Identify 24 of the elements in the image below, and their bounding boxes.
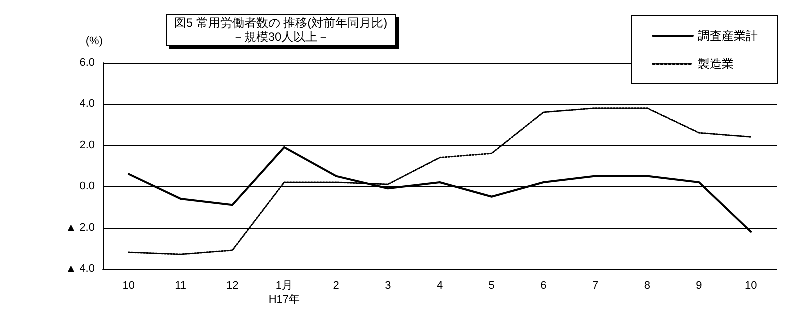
y-tick-label: 6.0 bbox=[80, 57, 95, 69]
x-tick-label: 7 bbox=[592, 280, 599, 292]
x-tick-label: 9 bbox=[696, 280, 702, 292]
y-tick-label: 0.0 bbox=[80, 180, 95, 193]
x-tick-label: 1月 H17年 bbox=[268, 280, 300, 306]
x-tick-label: 10 bbox=[122, 280, 136, 292]
x-tick-label: 10 bbox=[744, 280, 758, 292]
y-axis-title: (%) bbox=[86, 36, 103, 48]
x-tick-label: 2 bbox=[333, 280, 340, 292]
chart-title: 図5 常用労働者数の 推移(対前年同月比) bbox=[174, 16, 388, 30]
chart-subtitle: －規模30人以上－ bbox=[232, 30, 330, 44]
x-tick-label: 6 bbox=[540, 280, 547, 292]
y-tick-label: ▲ 2.0 bbox=[66, 222, 95, 234]
y-tick-label: ▲ 4.0 bbox=[66, 263, 95, 275]
x-tick-label: 5 bbox=[488, 280, 495, 292]
x-tick-label: 11 bbox=[175, 280, 186, 292]
y-tick-label: 2.0 bbox=[80, 139, 95, 152]
x-tick-label: 4 bbox=[436, 280, 444, 292]
x-tick-label: 12 bbox=[226, 280, 239, 292]
x-tick-label: 8 bbox=[644, 280, 650, 292]
legend-label: 調査産業計 bbox=[698, 29, 758, 43]
legend-label: 製造業 bbox=[698, 57, 734, 71]
x-tick-label: 3 bbox=[385, 280, 392, 292]
y-tick-label: 4.0 bbox=[80, 98, 95, 110]
